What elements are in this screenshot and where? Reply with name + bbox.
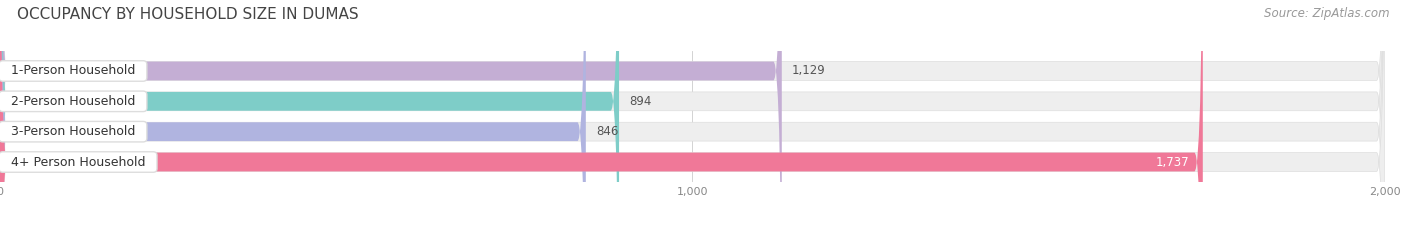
Text: 2-Person Household: 2-Person Household [3, 95, 143, 108]
Text: 4+ Person Household: 4+ Person Household [3, 155, 153, 168]
FancyBboxPatch shape [0, 0, 1202, 233]
Text: Source: ZipAtlas.com: Source: ZipAtlas.com [1264, 7, 1389, 20]
Text: 3-Person Household: 3-Person Household [3, 125, 143, 138]
Text: 1,129: 1,129 [792, 65, 825, 78]
FancyBboxPatch shape [0, 0, 586, 233]
Text: OCCUPANCY BY HOUSEHOLD SIZE IN DUMAS: OCCUPANCY BY HOUSEHOLD SIZE IN DUMAS [17, 7, 359, 22]
FancyBboxPatch shape [0, 0, 619, 233]
Text: 894: 894 [630, 95, 652, 108]
Text: 846: 846 [596, 125, 619, 138]
FancyBboxPatch shape [0, 0, 782, 233]
Text: 1-Person Household: 1-Person Household [3, 65, 143, 78]
Text: 1,737: 1,737 [1156, 155, 1189, 168]
